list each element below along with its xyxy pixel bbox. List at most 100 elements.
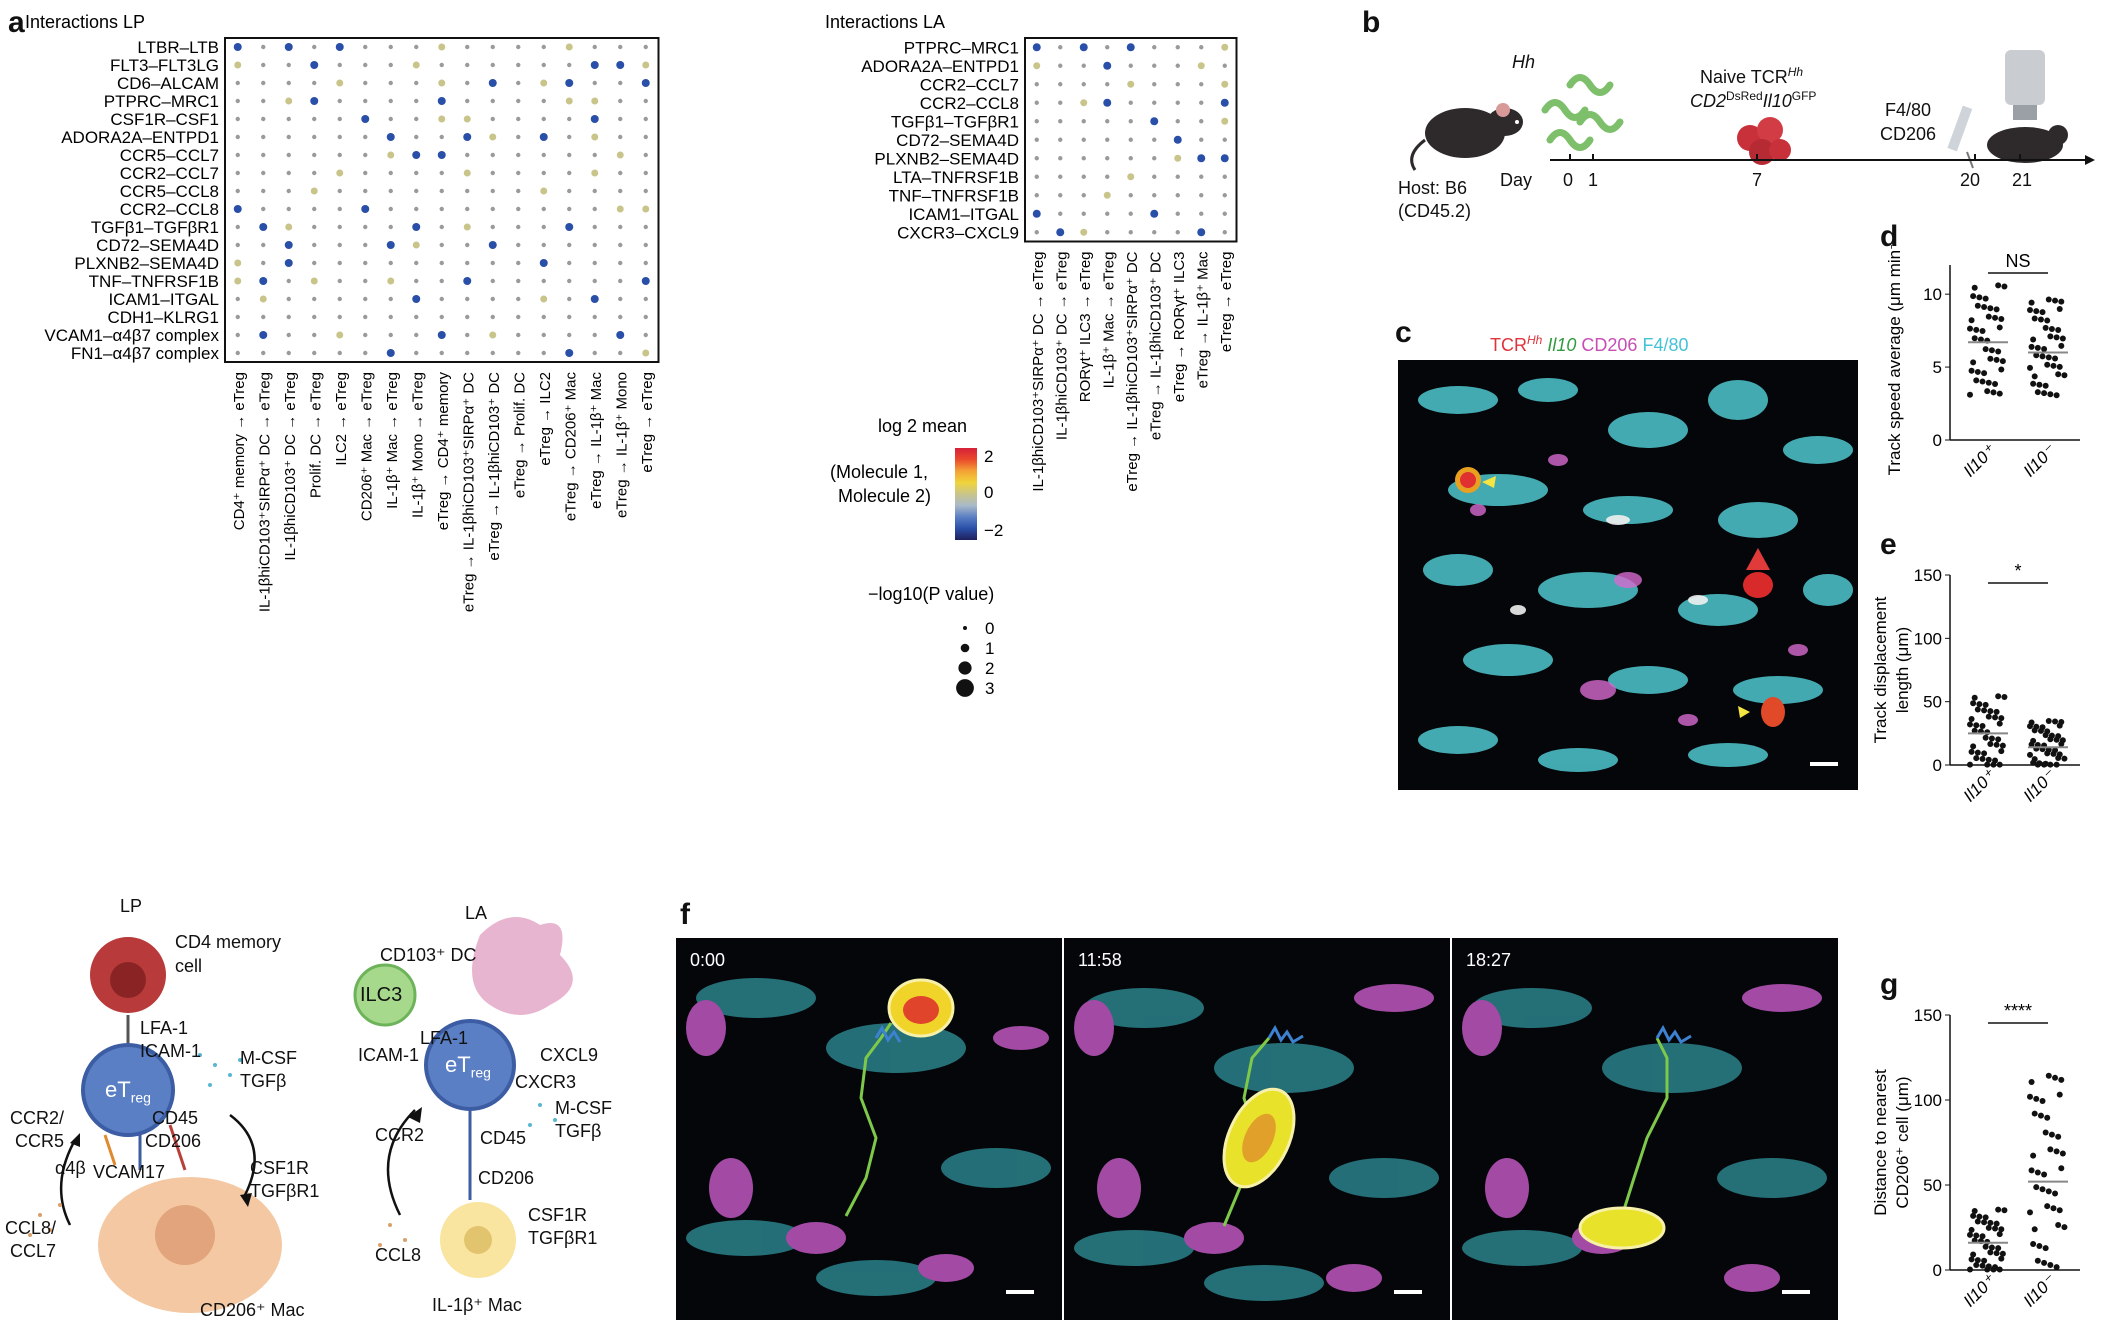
micrograph-c-image xyxy=(1418,378,1853,772)
lp-dot xyxy=(336,79,344,87)
la-col-label: IL-1βhiCD103⁺ DC → eTreg xyxy=(1053,252,1070,441)
la-etreg-label: eTreg xyxy=(445,1054,491,1082)
la-dot xyxy=(1128,100,1133,105)
la-dot xyxy=(1128,211,1133,216)
lp-dot xyxy=(337,278,342,284)
naive-tcr-label: Naive TCRHh xyxy=(1700,62,1803,87)
lp-dot xyxy=(439,134,444,140)
la-dot xyxy=(1197,228,1206,237)
chart-d-point xyxy=(1976,294,1983,301)
lp-dot xyxy=(618,278,623,284)
chart-d-point xyxy=(2056,305,2063,312)
lp-dot xyxy=(592,260,597,266)
lp-dot xyxy=(618,134,623,140)
lp-dot xyxy=(590,115,599,123)
lp-dot xyxy=(567,242,572,248)
chart-d-point xyxy=(2055,327,2062,334)
lp-lfa-label: LFA-1 xyxy=(140,1018,189,1038)
lp-dot xyxy=(337,242,342,248)
lp-dot xyxy=(361,115,370,123)
day-1: 1 xyxy=(1588,170,1599,190)
chart-d-point xyxy=(2050,362,2057,369)
la-dot xyxy=(1152,230,1157,235)
lp-row-label: CCR2–CCL8 xyxy=(120,200,219,219)
la-row-label: ADORA2A–ENTPD1 xyxy=(861,57,1019,76)
la-ccl8-label: CCL8 xyxy=(375,1245,422,1265)
lp-dot xyxy=(567,278,572,284)
lp-dot xyxy=(285,97,293,105)
la-dot xyxy=(1128,137,1133,142)
la-dot xyxy=(1150,117,1159,126)
lp-dot xyxy=(363,134,368,140)
lp-dot xyxy=(312,44,317,50)
lp-dot xyxy=(261,242,266,248)
la-dot xyxy=(1103,191,1111,199)
chart-d-point xyxy=(1968,317,1975,324)
la-dot xyxy=(1105,174,1110,179)
lp-dot xyxy=(567,206,572,212)
chart-g-point xyxy=(1988,1244,1995,1251)
legend-color-desc-2: Molecule 2) xyxy=(838,486,931,506)
lp-dot xyxy=(286,296,291,302)
chart-d-point xyxy=(2039,353,2046,360)
lp-dot xyxy=(516,260,521,266)
lp-dot xyxy=(337,188,342,194)
panel-letter-e: e xyxy=(1880,528,1897,561)
lp-dot xyxy=(414,116,419,122)
chart-g-point xyxy=(1971,1208,1978,1215)
lp-dot xyxy=(261,152,266,158)
la-dot xyxy=(1128,193,1133,198)
chart-e-point xyxy=(2030,759,2037,766)
la-dot xyxy=(1081,193,1086,198)
f480-label: F4/80 xyxy=(1885,100,1932,120)
la-dot xyxy=(1222,230,1227,235)
la-row-label: TNF–TNFRSF1B xyxy=(889,186,1019,205)
chart-e-point xyxy=(2045,717,2052,724)
la-dot xyxy=(1199,119,1204,124)
chart-g-ylabel-2: CD206⁺ cell (μm) xyxy=(1893,1076,1912,1208)
chart-d-point xyxy=(2055,371,2062,378)
lp-dot xyxy=(387,151,395,159)
la-dot xyxy=(1058,82,1063,87)
la-dot xyxy=(1197,62,1205,70)
chart-e-point xyxy=(1967,721,1973,728)
chart-g-point xyxy=(2039,1186,2046,1193)
la-dot xyxy=(1081,211,1086,216)
micrograph-c xyxy=(1398,360,1858,790)
lp-etreg-sub: reg xyxy=(130,1089,151,1106)
lp-dot xyxy=(618,296,623,302)
chart-g-point xyxy=(2059,1150,2066,1157)
chart-d-point xyxy=(2036,381,2043,388)
lp-frame xyxy=(224,37,660,363)
lp-dot xyxy=(439,170,444,176)
lp-dot xyxy=(643,152,648,158)
lp-dot xyxy=(312,332,317,338)
la-row-label: LTA–TNFRSF1B xyxy=(893,168,1019,187)
lp-dot xyxy=(286,152,291,158)
chart-e-point xyxy=(1981,750,1988,757)
chart-d-point xyxy=(1990,389,1997,396)
la-dot xyxy=(1034,230,1039,235)
chart-d-point xyxy=(2030,336,2037,343)
lp-dot xyxy=(642,61,650,69)
lp-dot xyxy=(641,277,650,285)
lp-dot xyxy=(261,188,266,194)
lp-dot xyxy=(463,115,471,123)
chart-d-point xyxy=(1967,325,1973,332)
lp-dot xyxy=(465,62,470,68)
legend-size-dot xyxy=(958,661,972,675)
lp-dot xyxy=(565,79,574,87)
la-dot xyxy=(1081,119,1086,124)
chart-d-point xyxy=(1977,336,1984,343)
la-dot xyxy=(1175,82,1180,87)
lp-dot xyxy=(414,350,419,356)
la-dot xyxy=(1222,174,1227,179)
chart-g-point xyxy=(1968,1256,1975,1263)
la-dot xyxy=(1175,100,1180,105)
lp-dot xyxy=(567,188,572,194)
tcells-icon xyxy=(1737,117,1791,165)
chart-g-point xyxy=(2028,1079,2035,1086)
lp-dot xyxy=(592,224,597,230)
lp-dot xyxy=(284,241,293,249)
la-dot xyxy=(1081,156,1086,161)
